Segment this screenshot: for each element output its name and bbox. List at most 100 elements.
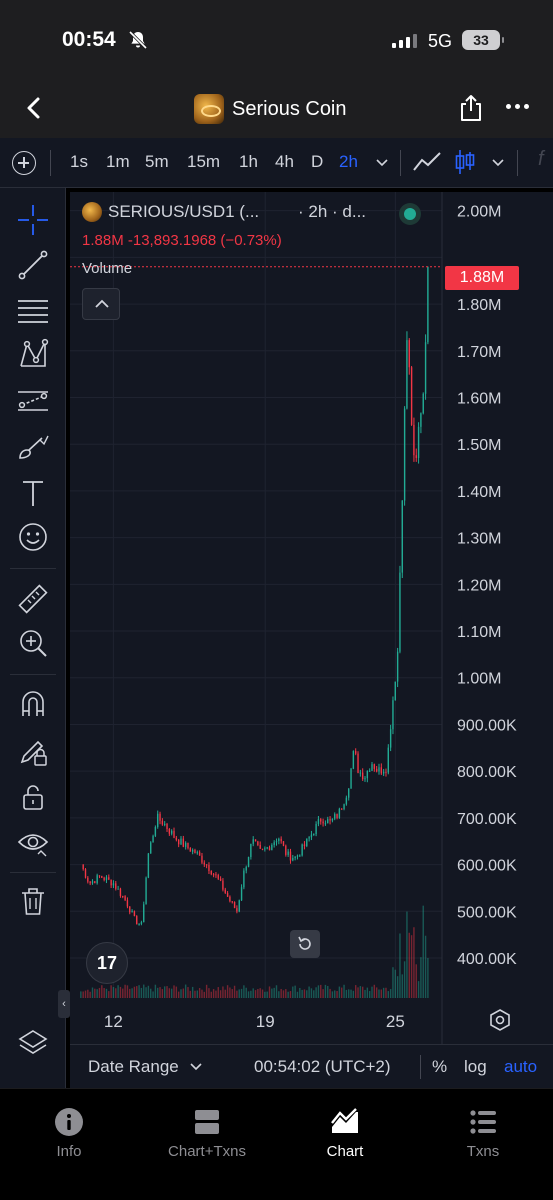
candle-body	[282, 841, 285, 846]
visibility-icon[interactable]	[16, 826, 50, 860]
volume-bar	[331, 991, 334, 998]
magnet-icon[interactable]	[16, 688, 50, 722]
volume-bar	[224, 989, 226, 998]
volume-bar	[413, 927, 415, 998]
tab-chart[interactable]: Chart	[276, 1107, 414, 1160]
candle-body	[268, 847, 271, 851]
share-icon[interactable]	[458, 94, 484, 122]
volume-bar	[154, 984, 157, 998]
tab-txns[interactable]: Txns	[414, 1107, 552, 1160]
interval-5m[interactable]: 5m	[145, 152, 169, 171]
interval-2h[interactable]: 2h	[339, 152, 358, 171]
candle-body	[103, 877, 105, 880]
volume-bar	[131, 988, 133, 998]
candle-body	[236, 908, 238, 912]
volume-bar	[126, 985, 129, 998]
candle-body	[89, 881, 91, 884]
trend-line-icon[interactable]	[16, 248, 50, 282]
settings-icon[interactable]	[488, 1008, 512, 1032]
tab-info[interactable]: Info	[0, 1107, 138, 1160]
emoji-icon[interactable]	[16, 520, 50, 554]
pattern-icon[interactable]	[16, 338, 50, 372]
candles-icon[interactable]	[454, 148, 476, 176]
indicators-icon[interactable]: f	[538, 148, 544, 170]
interval-15m[interactable]: 15m	[187, 152, 221, 171]
reset-icon	[298, 936, 311, 950]
tradingview-logo[interactable]: 17	[86, 942, 128, 984]
line-chart-icon[interactable]	[412, 150, 442, 174]
volume-bar	[119, 986, 122, 998]
volume-bar	[399, 933, 401, 998]
toolbar-divider	[517, 150, 518, 176]
date-range-button[interactable]: Date Range	[88, 1057, 179, 1076]
volume-bar	[334, 990, 336, 998]
candle-body	[320, 819, 322, 822]
volume-bar	[357, 987, 359, 998]
price-axis-label: 1.20M	[457, 577, 501, 594]
fib-retracement-icon[interactable]	[16, 294, 50, 328]
chevron-down-icon[interactable]	[492, 156, 504, 168]
price-axis-label: 400.00K	[457, 951, 517, 968]
signal-icon	[392, 34, 417, 48]
candle-body	[280, 838, 282, 842]
percent-scale-button[interactable]: %	[432, 1057, 448, 1076]
price-axis-label: 2.00M	[457, 204, 501, 221]
brush-icon[interactable]	[16, 430, 50, 464]
volume-label[interactable]: Volume	[82, 260, 133, 277]
unlock-icon[interactable]	[16, 780, 50, 814]
forecast-icon[interactable]	[16, 384, 50, 418]
candle-body	[182, 838, 185, 847]
volume-bar	[380, 989, 383, 998]
chevron-down-icon[interactable]	[376, 156, 388, 168]
volume-bar	[82, 991, 84, 998]
tab-label: Chart	[326, 1143, 364, 1160]
crosshair-icon[interactable]	[16, 203, 50, 237]
lock-drawing-icon[interactable]	[16, 734, 50, 768]
volume-bar	[157, 987, 159, 998]
candle-body	[392, 700, 394, 730]
collapse-toolbar-tab[interactable]: ‹	[58, 990, 70, 1018]
candle-body	[198, 852, 201, 856]
candle-body	[275, 841, 278, 843]
tab-chart-txns[interactable]: Chart+Txns	[138, 1107, 276, 1160]
candle-body	[91, 881, 94, 884]
price-chart[interactable]: 2.00M 1.80M 1.70M 1.60M 1.50M 1.40M 1.30M 1.20M…	[70, 192, 553, 1044]
text-icon[interactable]	[16, 476, 50, 510]
more-icon[interactable]	[506, 104, 529, 109]
ruler-icon[interactable]	[16, 582, 50, 616]
chart-area[interactable]: 2.00M 1.80M 1.70M 1.60M 1.50M 1.40M 1.30M 1.20M…	[70, 192, 553, 1088]
time-axis-label: 12	[104, 1012, 123, 1031]
volume-bar	[373, 984, 376, 998]
candle-body	[329, 819, 331, 821]
symbol-legend[interactable]: SERIOUS/USD1 (...	[82, 202, 259, 222]
candle-body	[303, 844, 306, 846]
volume-bar	[359, 986, 362, 998]
volume-bar	[233, 985, 236, 998]
interval-d[interactable]: D	[311, 152, 324, 171]
volume-bar	[217, 987, 219, 998]
trash-icon[interactable]	[16, 884, 50, 918]
candle-body	[189, 848, 192, 852]
layers-icon[interactable]	[16, 1026, 50, 1060]
log-scale-button[interactable]: log	[464, 1057, 487, 1076]
auto-scale-button[interactable]: auto	[504, 1057, 538, 1076]
interval-1s[interactable]: 1s	[70, 152, 88, 171]
interval-1m[interactable]: 1m	[106, 152, 130, 171]
reset-chart-button[interactable]	[290, 930, 320, 958]
market-status-icon[interactable]	[399, 203, 421, 225]
collapse-legend-button[interactable]	[82, 288, 120, 320]
interval-4h[interactable]: 4h	[275, 152, 294, 171]
volume-bar	[191, 986, 194, 998]
add-symbol-icon[interactable]	[12, 151, 36, 175]
volume-bar	[196, 990, 199, 998]
interval-1h[interactable]: 1h	[239, 152, 258, 171]
back-icon[interactable]	[22, 96, 46, 120]
candle-body	[166, 823, 168, 829]
price-axis-label: 700.00K	[457, 811, 517, 828]
candle-body	[108, 877, 110, 880]
zoom-in-icon[interactable]	[16, 626, 50, 660]
volume-bar	[296, 991, 299, 998]
chevron-down-icon[interactable]	[190, 1062, 202, 1072]
candle-body	[352, 751, 355, 769]
clock-display[interactable]: 00:54:02 (UTC+2)	[254, 1057, 391, 1076]
